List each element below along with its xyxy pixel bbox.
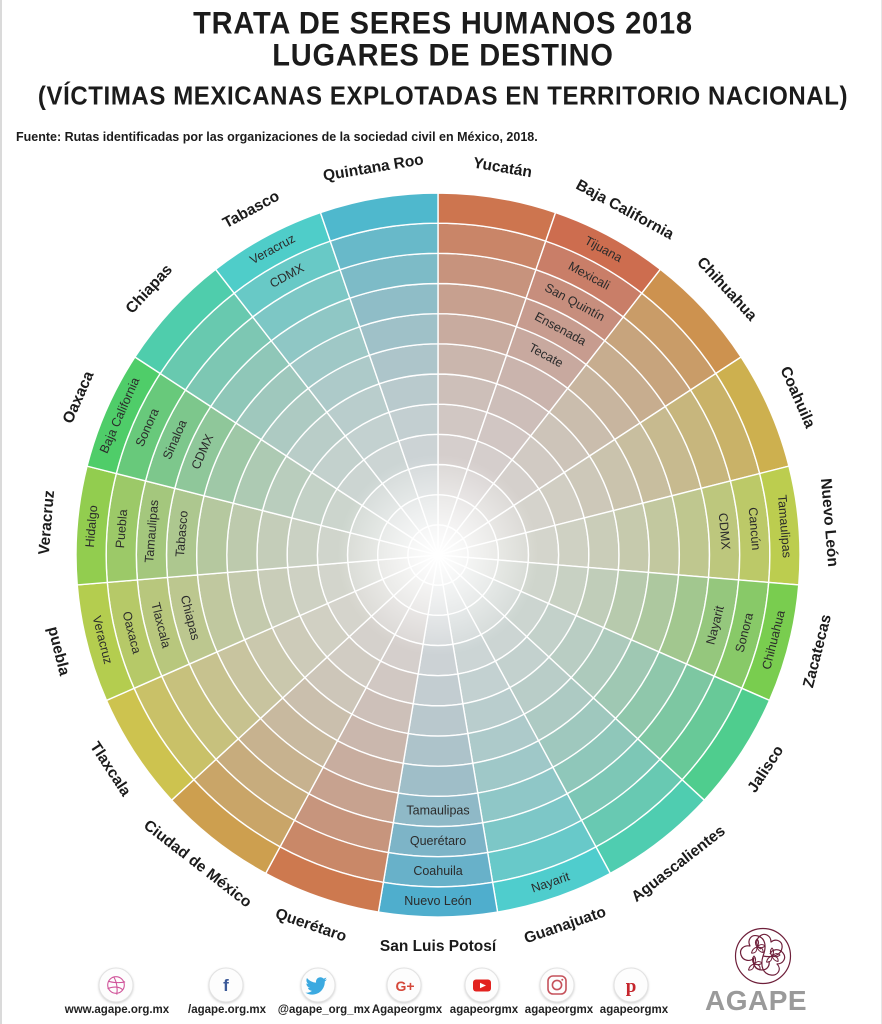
svg-text:p: p (626, 976, 637, 997)
svg-text:G+: G+ (395, 978, 414, 994)
svg-text:f: f (223, 976, 229, 995)
